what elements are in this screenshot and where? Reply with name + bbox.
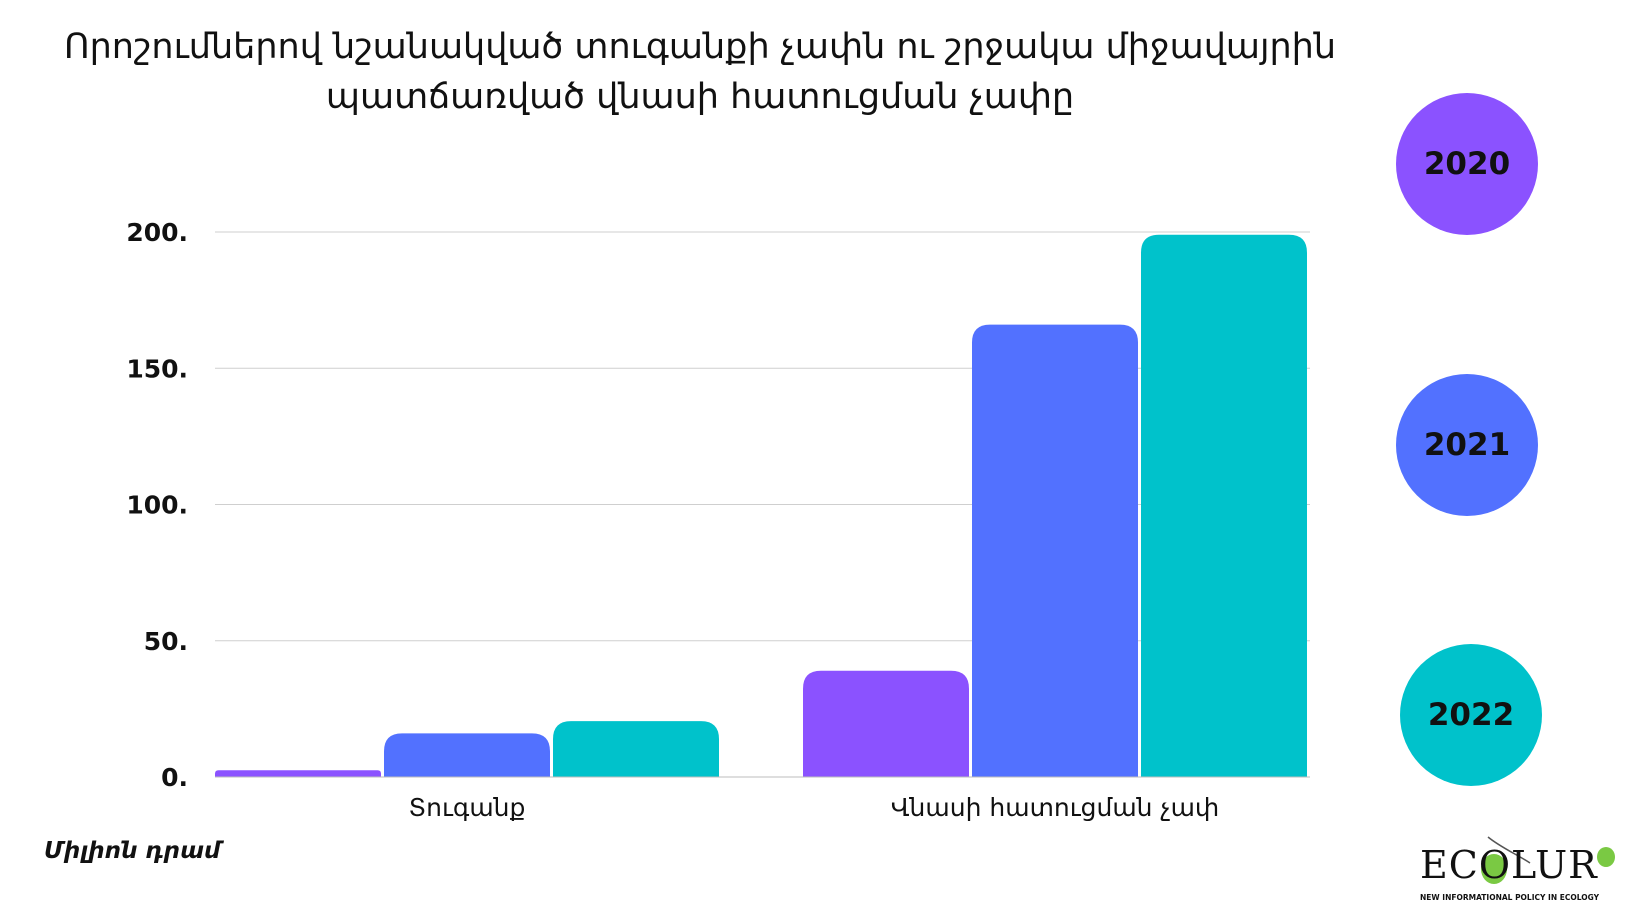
ecolur-logo: ECOLUR NEW INFORMATIONAL POLICY IN ECOLO… [1420,835,1620,915]
y-tick-label: 50. [144,627,188,656]
y-tick-label: 0. [161,763,188,792]
logo-text: ECOLUR [1420,843,1598,887]
legend-label-2021: 2021 [1423,427,1511,463]
legend-label-2022: 2022 [1427,697,1515,733]
x-tick-label: Վնասի հատուցման չափ [891,793,1220,822]
bar-2020-compensation [803,670,969,777]
y-tick-label: 150. [126,354,188,383]
y-tick-label: 200. [126,218,188,247]
y-tick-label: 100. [126,491,188,520]
legend-item-2021: 2021 [1396,374,1538,516]
chart-title: Որոշումներով նշանակված տուգանքի չափն ու … [0,22,1400,122]
leaf-icon [1481,836,1615,884]
bar-2022-fine [553,721,719,777]
bar-2021-compensation [972,324,1138,777]
chart-title-line-1: Որոշումներով նշանակված տուգանքի չափն ու … [63,27,1337,67]
bar-2020-fine [215,770,381,777]
unit-label: Միլիոն դրամ [44,838,221,864]
legend-item-2020: 2020 [1396,93,1538,235]
legend-label-2020: 2020 [1423,146,1511,182]
logo-tagline: NEW INFORMATIONAL POLICY IN ECOLOGY [1420,893,1600,902]
bar-2021-fine [384,733,550,777]
legend-item-2022: 2022 [1400,644,1542,786]
bar-2022-compensation [1141,234,1307,778]
chart-title-line-2: պատճառված վնասի հատուցման չափը [325,77,1075,117]
x-tick-label: Տուգանք [409,793,526,822]
